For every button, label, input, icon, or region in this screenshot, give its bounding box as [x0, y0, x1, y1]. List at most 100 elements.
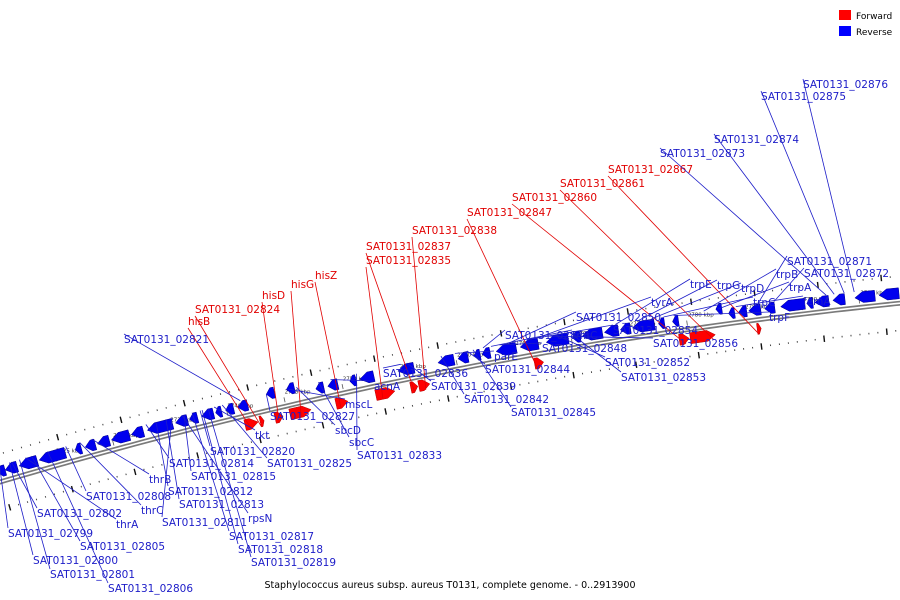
track-dot [563, 318, 566, 326]
reverse-gene [18, 455, 40, 470]
label-leader [406, 362, 432, 382]
label-leader [637, 279, 718, 322]
gene-label: SAT0131_02873 [660, 148, 745, 160]
label-leader [760, 90, 845, 294]
label-leader [25, 457, 117, 520]
gene-label: trpF [769, 312, 790, 324]
gene-label: SAT0131_02825 [267, 458, 352, 470]
reverse-gene [359, 370, 376, 384]
forward-gene [243, 418, 259, 431]
gene-label: SAT0131_02824 [195, 304, 280, 316]
backbone-core [0, 302, 900, 483]
label-leader [365, 266, 384, 399]
gene-label: thrC [141, 505, 163, 517]
gene-label: SAT0131_02817 [229, 531, 314, 543]
label-leader [508, 311, 577, 344]
label-leader [735, 295, 804, 307]
label-leader [265, 394, 271, 412]
label-leader [31, 455, 81, 542]
track-dot [8, 504, 12, 511]
legend: Forward Reverse [839, 10, 893, 38]
gene-label: SAT0131_02802 [37, 508, 122, 520]
reverse-gene [84, 438, 98, 452]
reverse-gene [265, 386, 276, 399]
gene-label: mscL [345, 399, 372, 411]
track-dot [258, 436, 262, 444]
scale-tick [571, 338, 573, 344]
reverse-gene [603, 324, 620, 337]
reverse-gene [38, 447, 68, 464]
gene-label: acnA [374, 381, 401, 393]
gene-features [0, 287, 900, 477]
label-leader [569, 331, 622, 373]
gene-label: SAT0131_02820 [210, 446, 295, 458]
track-dot [823, 335, 826, 342]
track-dot [119, 416, 123, 424]
reverse-gene [672, 315, 680, 327]
scale-tick-label: 2725 kbp [56, 449, 82, 455]
gene-label: SAT0131_02872 [804, 268, 889, 280]
scale-tick-label: 2750 kbp [343, 376, 369, 382]
legend-reverse-swatch [839, 26, 851, 36]
reverse-gene [878, 287, 900, 301]
legend-forward-label: Forward [856, 12, 892, 22]
reverse-gene [437, 353, 456, 367]
gene-label: SAT0131_02860 [512, 192, 597, 204]
gene-label: SAT0131_02867 [608, 164, 693, 176]
gene-label: hisB [188, 316, 210, 328]
gene-label: trpG [717, 280, 740, 292]
forward-gene [678, 333, 690, 346]
label-leader [472, 349, 512, 408]
gene-label: SAT0131_02836 [383, 368, 468, 380]
forward-gene [417, 379, 431, 392]
scale-tick [686, 320, 688, 326]
reverse-gene [495, 342, 518, 356]
track-dot [436, 342, 439, 349]
label-leader [65, 446, 87, 492]
reverse-gene [832, 293, 846, 306]
label-leader [0, 466, 9, 529]
label-leader [411, 236, 427, 390]
label-leader [290, 290, 302, 418]
gene-label: SAT0131_02854 [613, 325, 698, 337]
label-leader [213, 406, 256, 431]
reverse-gene [237, 399, 250, 412]
label-leader [607, 175, 760, 335]
gene-label: SAT0131_02819 [251, 557, 336, 569]
scale-tick-label: 2790 kbp [803, 297, 829, 303]
gene-label: SAT0131_02856 [653, 338, 738, 350]
track-dot [246, 384, 250, 391]
label-leader [802, 78, 855, 293]
gene-label: SAT0131_02875 [761, 91, 846, 103]
track-dot [26, 501, 29, 503]
scale-tick-label: 2780 kbp [688, 313, 714, 319]
forward-gene [258, 415, 265, 428]
gene-label: SAT0131_02837 [366, 241, 451, 253]
scale-tick [283, 397, 286, 403]
track-dot [816, 281, 819, 289]
gene-label: SAT0131_02848 [542, 343, 627, 355]
gene-label: SAT0131_02847 [467, 207, 552, 219]
genome-backbone [0, 300, 900, 485]
gene-label: SAT0131_02874 [714, 134, 799, 146]
reverse-gene [806, 297, 814, 309]
label-leader [145, 424, 170, 459]
gene-label: SAT0131_02853 [621, 372, 706, 384]
track-dot [690, 298, 693, 305]
legend-forward-swatch [839, 10, 851, 20]
track-dot [11, 449, 14, 452]
label-leader [490, 329, 573, 347]
gene-label: sbcC [349, 437, 374, 449]
label-leader [199, 410, 211, 447]
gene-label: SAT0131_02800 [33, 555, 118, 567]
gene-label: SAT0131_02827 [270, 411, 355, 423]
gene-label: SAT0131_02801 [50, 569, 135, 581]
reverse-gene [146, 418, 175, 434]
track-dot [93, 426, 95, 429]
label-leader [482, 329, 506, 349]
reverse-gene [75, 442, 84, 455]
track-dot [309, 369, 313, 376]
label-leader [187, 327, 252, 430]
label-leader [9, 462, 34, 556]
forward-gene [409, 381, 419, 394]
